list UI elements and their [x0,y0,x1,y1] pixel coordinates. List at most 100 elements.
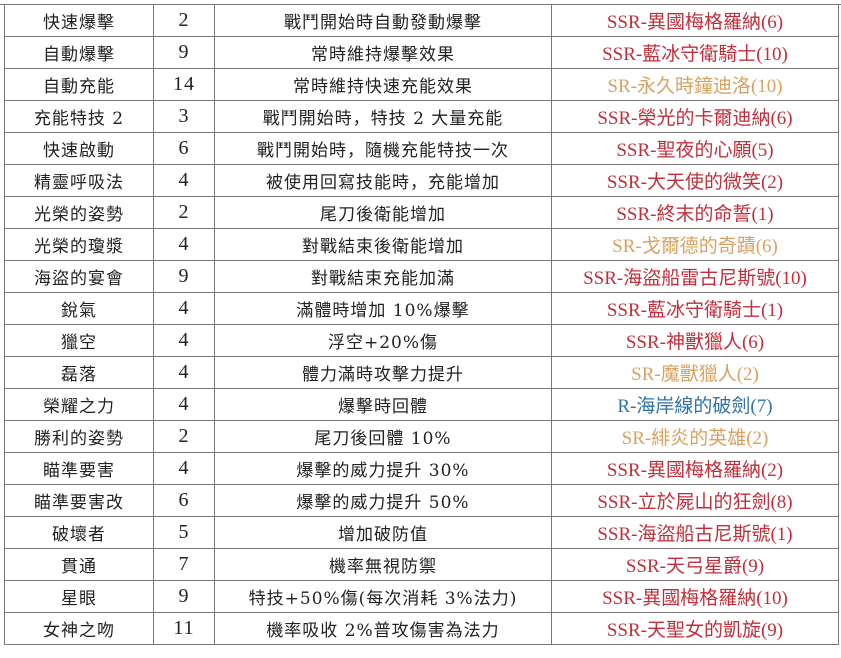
cost-cell: 4 [153,228,215,261]
table-row: 光榮的姿勢 2 尾刀後衛能增加 SSR-終末的命誓(1) [4,196,839,229]
skill-name-cell: 海盜的宴會 [4,260,154,293]
skill-name-cell: 快速啟動 [4,132,154,165]
cost-cell: 4 [153,356,215,389]
effect-cell: 浮空+20%傷 [214,324,552,357]
skill-name-cell: 磊落 [4,356,154,389]
source-cell: SSR-大天使的微笑(2) [551,164,839,197]
effect-cell: 尾刀後衛能增加 [214,196,552,229]
source-cell: SSR-聖夜的心願(5) [551,132,839,165]
effect-cell: 爆擊的威力提升 30% [214,452,552,485]
source-cell: SSR-藍冰守衛騎士(1) [551,292,839,325]
source-cell: SSR-天弓星爵(9) [551,548,839,581]
effect-cell: 戰鬥開始時，隨機充能特技一次 [214,132,552,165]
source-cell: R-海岸線的破劍(7) [551,388,839,421]
cost-cell: 2 [153,4,215,37]
table-row: 海盜的宴會 9 對戰結束充能加滿 SSR-海盜船雷古尼斯號(10) [4,260,839,293]
table-row: 瞄準要害 4 爆擊的威力提升 30% SSR-異國梅格羅納(2) [4,452,839,485]
skill-name-cell: 勝利的姿勢 [4,420,154,453]
skill-name-cell: 快速爆擊 [4,4,154,37]
effect-cell: 機率吸收 2%普攻傷害為法力 [214,612,552,645]
table-row: 女神之吻 11 機率吸收 2%普攻傷害為法力 SSR-天聖女的凱旋(9) [4,612,839,645]
skill-name-cell: 獵空 [4,324,154,357]
cost-cell: 4 [153,324,215,357]
effect-cell: 爆擊的威力提升 50% [214,484,552,517]
skill-name-cell: 貫通 [4,548,154,581]
skill-name-cell: 自動充能 [4,68,154,101]
table-row: 快速啟動 6 戰鬥開始時，隨機充能特技一次 SSR-聖夜的心願(5) [4,132,839,165]
source-cell: SR-戈爾德的奇蹟(6) [551,228,839,261]
cost-cell: 2 [153,196,215,229]
skill-name-cell: 榮耀之力 [4,388,154,421]
skill-name-cell: 破壞者 [4,516,154,549]
cost-cell: 7 [153,548,215,581]
cost-cell: 6 [153,132,215,165]
cost-cell: 5 [153,516,215,549]
skill-name-cell: 瞄準要害 [4,452,154,485]
table-row: 榮耀之力 4 爆擊時回體 R-海岸線的破劍(7) [4,388,839,421]
cost-cell: 4 [153,292,215,325]
source-cell: SSR-海盜船古尼斯號(1) [551,516,839,549]
source-cell: SSR-海盜船雷古尼斯號(10) [551,260,839,293]
skill-name-cell: 瞄準要害改 [4,484,154,517]
skill-name-cell: 女神之吻 [4,612,154,645]
table-row: 光榮的瓊漿 4 對戰結束後衛能增加 SR-戈爾德的奇蹟(6) [4,228,839,261]
skill-name-cell: 光榮的瓊漿 [4,228,154,261]
table-row: 自動充能 14 常時維持快速充能效果 SR-永久時鐘迪洛(10) [4,68,839,101]
cost-cell: 11 [153,612,215,645]
table-row: 星眼 9 特技+50%傷(每次消耗 3%法力) SSR-異國梅格羅納(10) [4,580,839,613]
cost-cell: 9 [153,36,215,69]
source-cell: SSR-神獸獵人(6) [551,324,839,357]
table-row: 自動爆擊 9 常時維持爆擊效果 SSR-藍冰守衛騎士(10) [4,36,839,69]
effect-cell: 對戰結束充能加滿 [214,260,552,293]
effect-cell: 爆擊時回體 [214,388,552,421]
skill-name-cell: 銳氣 [4,292,154,325]
table-row: 勝利的姿勢 2 尾刀後回體 10% SR-緋炎的英雄(2) [4,420,839,453]
effect-cell: 對戰結束後衛能增加 [214,228,552,261]
source-cell: SSR-藍冰守衛騎士(10) [551,36,839,69]
source-cell: SR-永久時鐘迪洛(10) [551,68,839,101]
skill-table: 快速爆擊 2 戰鬥開始時自動發動爆擊 SSR-異國梅格羅納(6) 自動爆擊 9 常時維持爆擊… [4,4,839,645]
cost-cell: 4 [153,388,215,421]
effect-cell: 被使用回寫技能時，充能增加 [214,164,552,197]
cost-cell: 6 [153,484,215,517]
effect-cell: 戰鬥開始時自動發動爆擊 [214,4,552,37]
cost-cell: 4 [153,452,215,485]
table-row: 貫通 7 機率無視防禦 SSR-天弓星爵(9) [4,548,839,581]
source-cell: SR-緋炎的英雄(2) [551,420,839,453]
effect-cell: 特技+50%傷(每次消耗 3%法力) [214,580,552,613]
effect-cell: 常時維持爆擊效果 [214,36,552,69]
skill-name-cell: 星眼 [4,580,154,613]
effect-cell: 常時維持快速充能效果 [214,68,552,101]
source-cell: SR-魔獸獵人(2) [551,356,839,389]
cost-cell: 2 [153,420,215,453]
source-cell: SSR-天聖女的凱旋(9) [551,612,839,645]
table-row: 瞄準要害改 6 爆擊的威力提升 50% SSR-立於屍山的狂劍(8) [4,484,839,517]
effect-cell: 尾刀後回體 10% [214,420,552,453]
source-cell: SSR-榮光的卡爾迪納(6) [551,100,839,133]
effect-cell: 機率無視防禦 [214,548,552,581]
skill-name-cell: 充能特技 2 [4,100,154,133]
source-cell: SSR-異國梅格羅納(2) [551,452,839,485]
table-row: 破壞者 5 增加破防值 SSR-海盜船古尼斯號(1) [4,516,839,549]
effect-cell: 體力滿時攻擊力提升 [214,356,552,389]
table-row: 銳氣 4 滿體時增加 10%爆擊 SSR-藍冰守衛騎士(1) [4,292,839,325]
skill-name-cell: 自動爆擊 [4,36,154,69]
cost-cell: 9 [153,260,215,293]
skill-name-cell: 精靈呼吸法 [4,164,154,197]
source-cell: SSR-異國梅格羅納(10) [551,580,839,613]
cost-cell: 14 [153,68,215,101]
cost-cell: 4 [153,164,215,197]
source-cell: SSR-立於屍山的狂劍(8) [551,484,839,517]
table-row: 快速爆擊 2 戰鬥開始時自動發動爆擊 SSR-異國梅格羅納(6) [4,4,839,37]
table-row: 獵空 4 浮空+20%傷 SSR-神獸獵人(6) [4,324,839,357]
cost-cell: 9 [153,580,215,613]
effect-cell: 滿體時增加 10%爆擊 [214,292,552,325]
source-cell: SSR-異國梅格羅納(6) [551,4,839,37]
effect-cell: 戰鬥開始時，特技 2 大量充能 [214,100,552,133]
skill-name-cell: 光榮的姿勢 [4,196,154,229]
table-row: 充能特技 2 3 戰鬥開始時，特技 2 大量充能 SSR-榮光的卡爾迪納(6) [4,100,839,133]
table-row: 磊落 4 體力滿時攻擊力提升 SR-魔獸獵人(2) [4,356,839,389]
cost-cell: 3 [153,100,215,133]
effect-cell: 增加破防值 [214,516,552,549]
table-row: 精靈呼吸法 4 被使用回寫技能時，充能增加 SSR-大天使的微笑(2) [4,164,839,197]
